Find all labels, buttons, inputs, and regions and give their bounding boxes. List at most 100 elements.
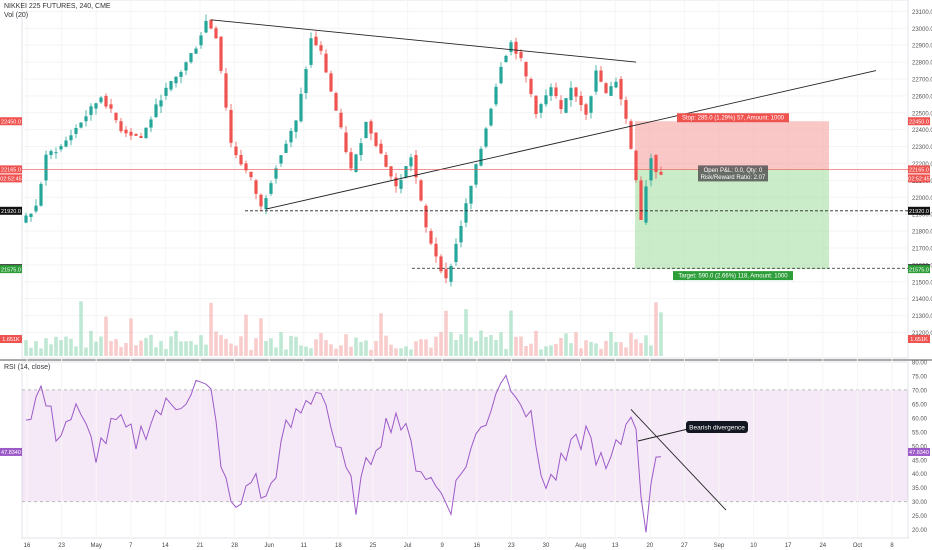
price-tick-label: 21800.0 (912, 230, 932, 236)
volume-bar (164, 349, 168, 356)
candle (29, 212, 33, 222)
rsi-tick-label: 75.00 (912, 374, 928, 380)
candle (144, 127, 148, 139)
candle (54, 147, 58, 159)
candle-body (244, 163, 248, 171)
candle-body (204, 20, 208, 33)
candle (44, 150, 48, 186)
volume-bar (59, 340, 63, 356)
candle (454, 238, 458, 266)
candle (459, 220, 463, 248)
candle (329, 70, 333, 93)
candle-body (134, 133, 138, 136)
candle (249, 171, 253, 181)
candle (514, 37, 518, 60)
candle (439, 254, 443, 274)
candle-body (564, 98, 568, 113)
candle-body (24, 215, 28, 223)
x-tick-label: 16 (473, 543, 480, 549)
candle-body (214, 28, 218, 39)
price-tick-label: 22800.0 (912, 61, 932, 67)
volume-bar (644, 335, 648, 356)
candle-body (419, 180, 423, 201)
volume-bar (559, 338, 563, 356)
volume-bar (269, 338, 273, 356)
candle (354, 153, 358, 173)
target-axis-tag (908, 265, 930, 274)
candle (449, 263, 453, 287)
volume-bar (124, 342, 128, 356)
candle-body (154, 104, 158, 118)
candle-body (624, 100, 628, 119)
volume-bar (419, 339, 423, 356)
candle (529, 77, 533, 98)
volume-bar (234, 345, 238, 356)
divergence-line (630, 409, 727, 511)
candle (174, 76, 178, 88)
price-tick-label: 21400.0 (912, 297, 932, 303)
candle-body (444, 269, 448, 279)
candle-body (199, 35, 203, 46)
candle (129, 127, 133, 141)
candle (549, 83, 553, 101)
price-tick-label: 21700.0 (912, 246, 932, 252)
candle-body (289, 130, 293, 143)
level-tag (908, 206, 930, 215)
candle-body (89, 106, 93, 115)
volume-bar (454, 340, 458, 356)
candle (179, 70, 183, 84)
volume-bar (369, 349, 373, 356)
current-price-label: 22165.0 (909, 168, 929, 174)
candle-body (149, 119, 153, 128)
candle (494, 83, 498, 107)
candle-body (239, 155, 243, 165)
volume-bar (579, 348, 583, 356)
candle (509, 39, 513, 56)
rsi-tick-label: 65.00 (912, 402, 928, 408)
candle-body (309, 38, 313, 65)
candle (629, 119, 633, 150)
candle (359, 138, 363, 161)
candle-body (64, 140, 68, 147)
candle (434, 237, 438, 263)
annotation-box (686, 421, 748, 433)
volume-bar (639, 343, 643, 356)
candle-body (184, 62, 188, 71)
x-tick-label: 10 (750, 543, 757, 549)
volume-bar (149, 334, 153, 356)
target-axis-tag (0, 265, 22, 274)
x-tick-label: 25 (370, 543, 377, 549)
volume-bar (519, 336, 523, 356)
candle (564, 98, 568, 114)
candle (384, 151, 388, 168)
candle (99, 95, 103, 104)
rsi-tick-label: 20.00 (912, 528, 928, 534)
volume-bar (239, 336, 243, 356)
x-tick-label: 7 (129, 543, 133, 549)
candle-body (449, 266, 453, 282)
candle (319, 41, 323, 55)
volume-bar (64, 336, 68, 356)
candle (284, 140, 288, 154)
volume-bar (274, 347, 278, 356)
candle-body (259, 194, 263, 207)
volume-bar (339, 345, 343, 356)
candle (604, 82, 608, 94)
candle (259, 193, 263, 212)
rsi-value-label: 47.8340 (1, 450, 21, 456)
volume-bar (464, 309, 468, 356)
x-tick-label: 17 (785, 543, 792, 549)
candle (404, 165, 408, 179)
candle-body (489, 108, 493, 126)
candle (204, 14, 208, 34)
volume-bar (529, 343, 533, 356)
candle-body (384, 155, 388, 167)
volume-bar (374, 340, 378, 356)
x-tick-label: Sep (714, 543, 725, 549)
candle (239, 149, 243, 167)
candle (394, 172, 398, 193)
candle-body (254, 180, 258, 194)
candle (169, 80, 173, 92)
candle (534, 95, 538, 119)
